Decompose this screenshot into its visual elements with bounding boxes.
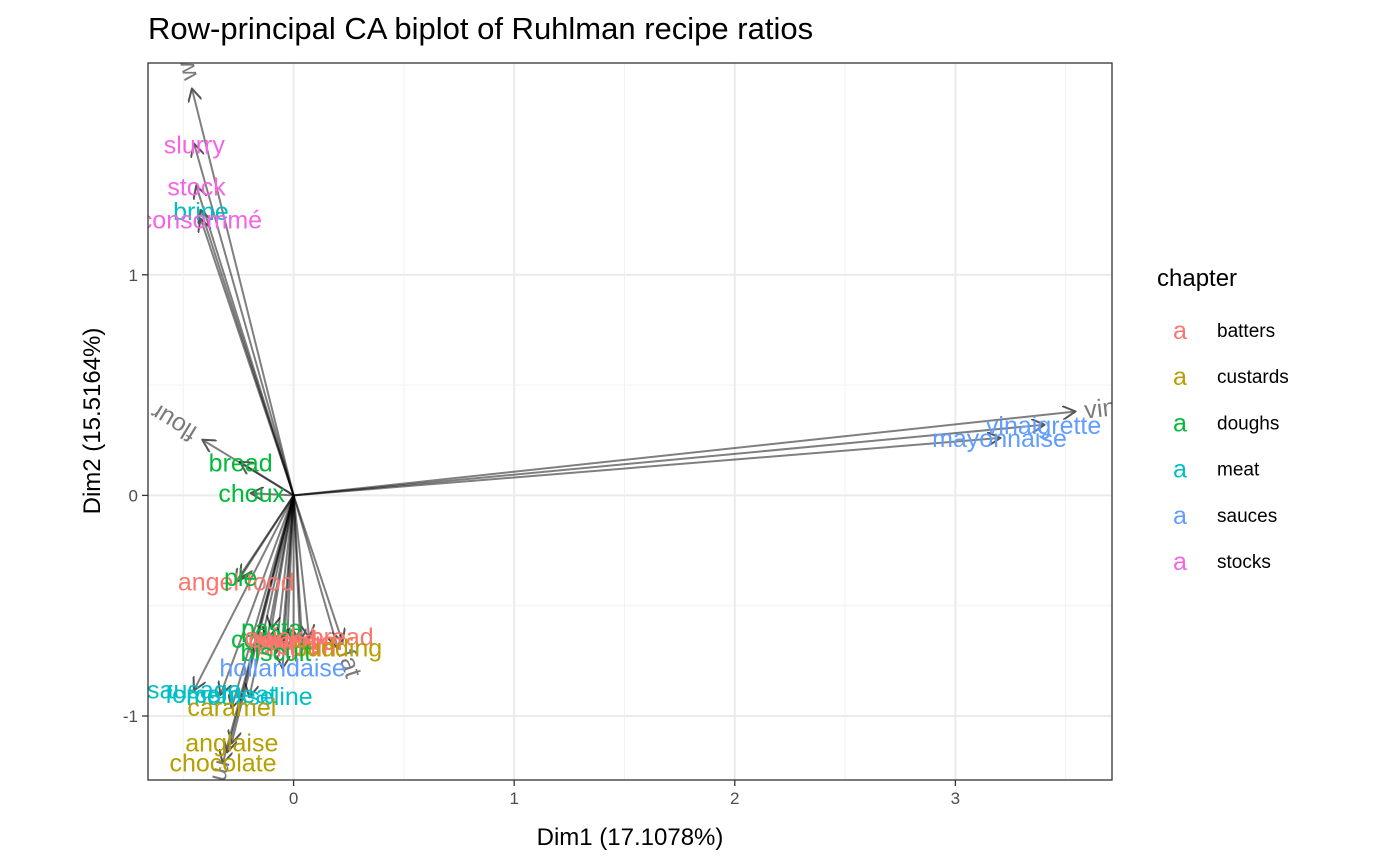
row-arrow: [293, 438, 1000, 497]
row-point-label: brine: [173, 198, 229, 226]
variable-arrow: [293, 412, 1075, 497]
row-arrow: [221, 495, 295, 694]
row-point-label: sausage: [147, 677, 242, 705]
row-point-label: cookie: [231, 626, 303, 654]
row-arrow: [252, 493, 294, 495]
row-point-label: pound: [248, 626, 318, 654]
row-point-label: choux: [218, 480, 285, 508]
row-arrow: [241, 494, 295, 577]
variable-arrow: [203, 440, 295, 497]
variable-arrow: [292, 495, 343, 641]
row-arrow: [292, 495, 338, 647]
row-point-label: pie: [224, 564, 257, 592]
y-tick-label: 0: [129, 486, 138, 505]
row-arrow: [283, 495, 295, 667]
legend-entry-label: custards: [1217, 367, 1289, 388]
row-arrow: [194, 494, 295, 689]
x-tick-label: 0: [289, 789, 298, 808]
row-point-label: slurry: [164, 132, 226, 160]
legend-key: a: [1173, 363, 1187, 391]
row-point-label: biscuit: [241, 639, 312, 667]
row-point-label: mayonnaise: [932, 425, 1067, 453]
legend-entry-label: stocks: [1217, 552, 1271, 573]
row-point-label: stock: [167, 174, 226, 202]
row-point-label: hollandaise: [219, 654, 346, 682]
chart-title: Row-principal CA biplot of Ruhlman recip…: [148, 11, 813, 46]
legend-key: a: [1173, 456, 1187, 484]
row-point-label: sponge: [253, 628, 335, 656]
row-point-label: vinaigrette: [986, 412, 1101, 440]
x-tick-label: 1: [509, 789, 518, 808]
row-arrow: [292, 495, 309, 636]
y-tick-label: -1: [123, 707, 138, 726]
legend-key: a: [1173, 409, 1187, 437]
row-point-label: anglaise: [185, 729, 278, 757]
legend-entry-label: sauces: [1217, 506, 1277, 527]
row-point-label: muffin: [269, 635, 337, 663]
legend-entry-label: meat: [1217, 460, 1260, 481]
legend-entry-label: batters: [1217, 321, 1275, 342]
row-point-label: bread: [209, 449, 273, 477]
row-point-label: forcemeat: [165, 681, 276, 709]
row-point-label: caramel: [187, 694, 276, 722]
row-arrow: [201, 220, 295, 496]
y-tick-label: 1: [129, 266, 138, 285]
y-axis-title: Dim2 (15.5164%): [79, 328, 106, 515]
row-point-label: angel food: [178, 568, 295, 596]
row-point-label: quick bread: [244, 624, 373, 652]
row-point-label: popover: [255, 628, 345, 656]
row-point-label: consommé: [140, 207, 262, 235]
panel-border: [147, 62, 1113, 781]
panel-background: [148, 63, 1112, 780]
x-axis-title: Dim1 (17.1078%): [537, 824, 724, 851]
variable-arrow: [227, 495, 295, 751]
axis-ticks: 0 1 2 3 -1 0 1: [123, 266, 960, 808]
variable-arrow: [192, 89, 295, 496]
row-point-label: crepe: [256, 632, 319, 660]
row-arrow: [293, 425, 1044, 497]
x-tick-label: 2: [730, 789, 739, 808]
row-point-label: chocolate: [169, 749, 276, 777]
row-arrow: [292, 495, 303, 647]
row-arrow: [194, 145, 295, 496]
row-point-label: pasta: [241, 615, 302, 643]
row-arrow: [276, 495, 295, 652]
x-tick-label: 3: [951, 789, 960, 808]
legend-key: a: [1173, 548, 1187, 576]
row-point-label: mousseline: [186, 683, 312, 711]
grid-lines: [148, 63, 1112, 780]
legend-key: a: [1173, 317, 1187, 345]
legend-entry-label: doughs: [1217, 413, 1279, 434]
legend: chapter a batters a custards a doughs a meat a sa…: [1157, 265, 1289, 576]
legend-key: a: [1173, 502, 1187, 530]
legend-title: chapter: [1157, 265, 1237, 292]
row-point-label: pudding: [293, 635, 382, 663]
